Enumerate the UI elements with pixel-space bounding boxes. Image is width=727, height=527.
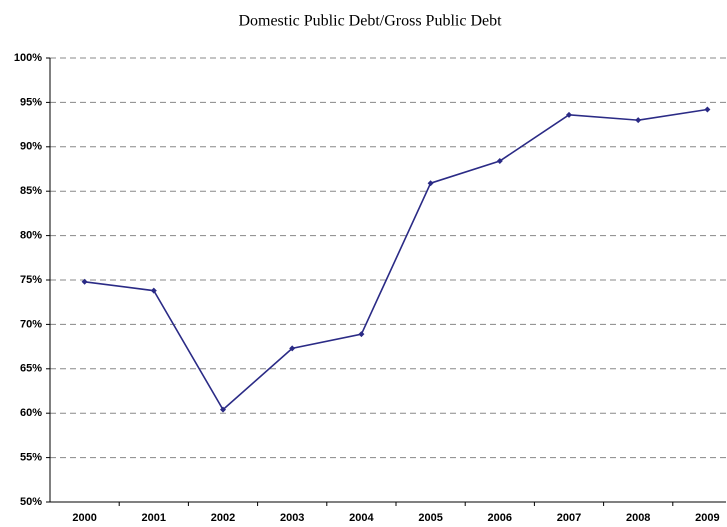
- point: [635, 117, 642, 124]
- y-tick-label: 75%: [20, 274, 42, 286]
- x-tick-label: 2002: [211, 512, 235, 524]
- x-tick-label: 2001: [142, 512, 166, 524]
- y-tick-label: 90%: [20, 141, 42, 153]
- y-tick-label: 100%: [14, 52, 42, 64]
- point: [150, 287, 157, 294]
- y-tick-label: 65%: [20, 363, 42, 375]
- y-tick-label: 55%: [20, 452, 42, 464]
- x-tick-label: 2005: [418, 512, 442, 524]
- point: [220, 406, 226, 413]
- y-tick-label: 50%: [20, 496, 42, 508]
- x-tick-label: 2000: [72, 512, 96, 524]
- y-tick-label: 95%: [20, 96, 42, 108]
- point: [704, 106, 711, 113]
- x-tick-label: 2006: [488, 512, 512, 524]
- chart-title: Domestic Public Debt/Gross Public Debt: [238, 13, 502, 30]
- point: [358, 331, 365, 338]
- point: [496, 158, 503, 165]
- point: [566, 111, 572, 118]
- x-tick-label: 2003: [280, 512, 304, 524]
- x-tick-label: 2008: [626, 512, 650, 524]
- y-tick-label: 80%: [20, 230, 42, 242]
- point: [81, 278, 88, 285]
- y-tick-label: 70%: [20, 318, 42, 330]
- line: [84, 108, 708, 411]
- point: [289, 345, 296, 352]
- x-tick-label: 2007: [557, 512, 581, 524]
- y-tick-label: 60%: [20, 407, 42, 419]
- x-tick-label: 2004: [349, 512, 374, 524]
- y-tick-label: 85%: [20, 185, 42, 197]
- x-tick-label: 2009: [695, 512, 719, 524]
- point: [427, 180, 434, 187]
